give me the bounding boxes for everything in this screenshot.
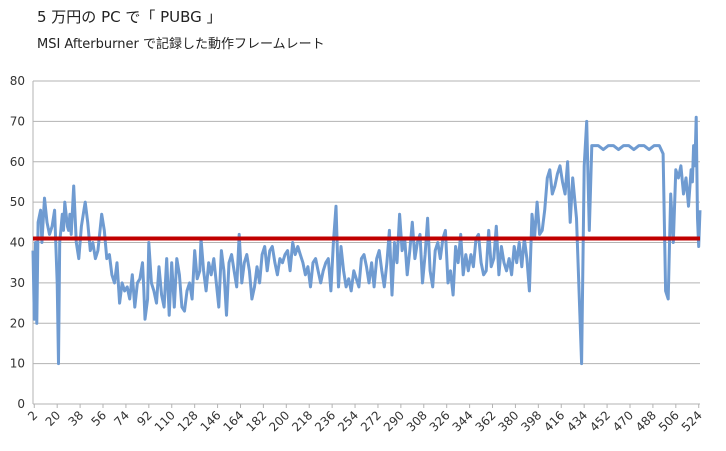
x-tick-label: 398 (518, 408, 544, 434)
x-tick-label: 20 (43, 408, 64, 429)
x-tick-label: 74 (111, 408, 132, 429)
y-tick-label: 60 (10, 155, 25, 169)
x-tick-label: 200 (266, 408, 292, 434)
x-tick-label: 38 (66, 408, 87, 429)
x-tick-label: 218 (289, 408, 315, 434)
x-tick-label: 326 (427, 408, 453, 434)
y-tick-label: 80 (10, 74, 25, 88)
x-tick-label: 344 (450, 408, 476, 434)
data-line (31, 115, 702, 366)
x-tick-label: 452 (587, 408, 613, 434)
x-tick-label: 416 (541, 408, 567, 434)
x-tick-label: 290 (381, 408, 407, 434)
x-tick-label: 506 (656, 408, 682, 434)
x-tick-label: 524 (679, 408, 705, 434)
x-tick-label: 182 (243, 408, 269, 434)
chart-subtitle: MSI Afterburner で記録した動作フレームレート (37, 36, 325, 52)
y-tick-label: 70 (10, 114, 25, 128)
y-tick-label: 50 (10, 195, 25, 209)
x-tick-label: 2 (25, 408, 40, 423)
x-tick-label: 272 (358, 408, 384, 434)
y-tick-label: 40 (10, 236, 25, 250)
y-tick-label: 10 (10, 357, 25, 371)
x-tick-label: 362 (473, 408, 499, 434)
y-tick-label: 30 (10, 276, 25, 290)
x-tick-label: 110 (152, 408, 178, 434)
x-tick-label: 56 (88, 408, 109, 429)
y-tick-label: 20 (10, 316, 25, 330)
x-tick-label: 470 (610, 408, 636, 434)
x-tick-label: 434 (564, 408, 590, 434)
chart-title: 5 万円の PC で「 PUBG 」 (37, 8, 222, 26)
x-tick-label: 146 (198, 408, 224, 434)
x-tick-label: 236 (312, 408, 338, 434)
x-tick-label: 380 (495, 408, 521, 434)
x-tick-label: 128 (175, 408, 201, 434)
x-tick-label: 488 (633, 408, 659, 434)
x-tick-label: 164 (221, 408, 247, 434)
x-tick-label: 254 (335, 408, 361, 434)
x-tick-label: 308 (404, 408, 430, 434)
y-tick-label: 0 (17, 397, 25, 411)
